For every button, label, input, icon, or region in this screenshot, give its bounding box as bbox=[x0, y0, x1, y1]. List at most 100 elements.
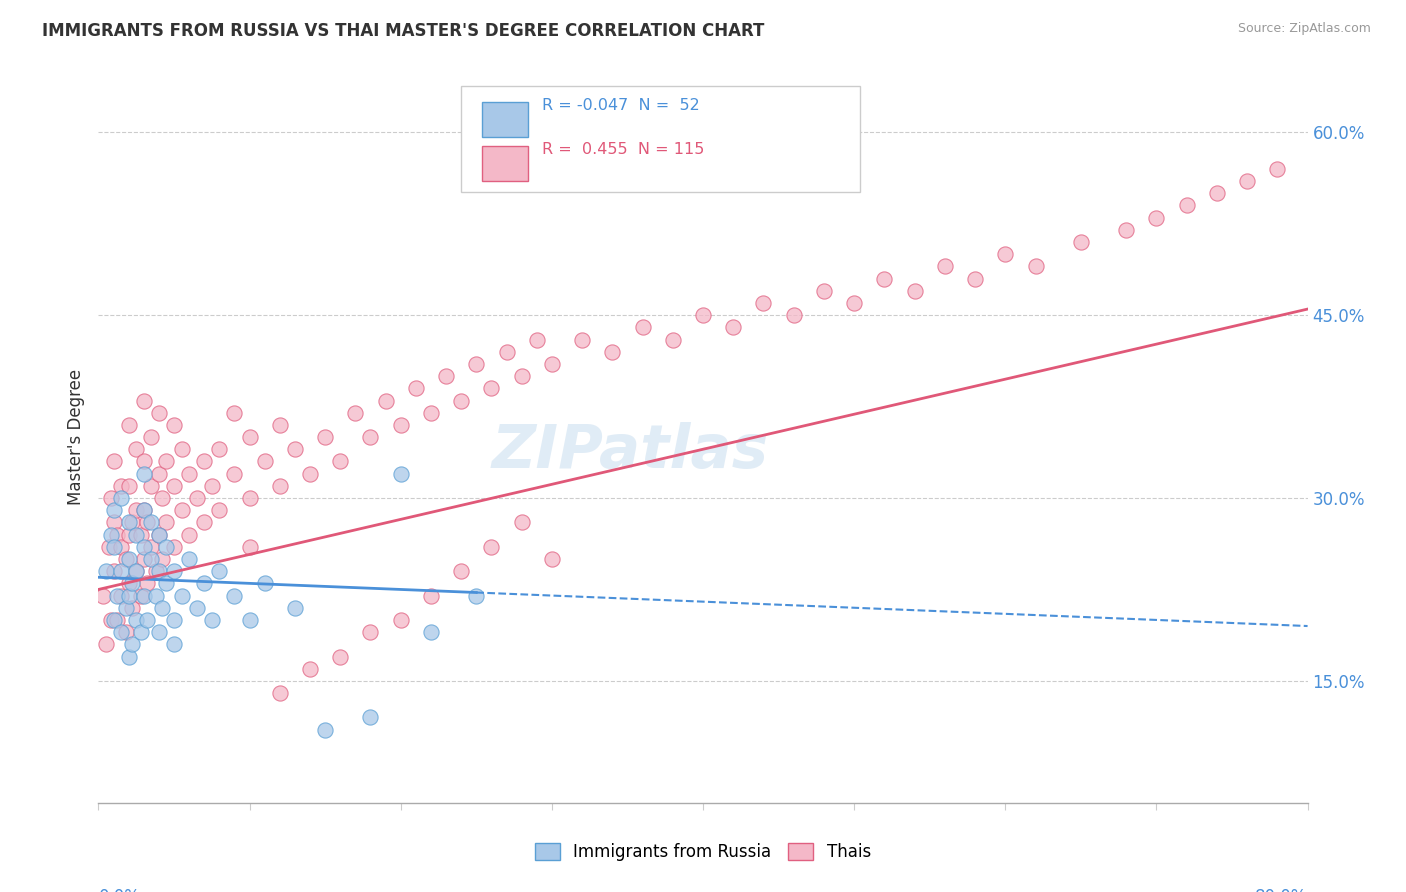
Point bbox=[114, 600, 136, 615]
Point bbox=[148, 527, 170, 541]
Point bbox=[163, 479, 186, 493]
Point bbox=[193, 576, 215, 591]
Point bbox=[110, 589, 132, 603]
Point bbox=[284, 442, 307, 457]
Point bbox=[201, 613, 224, 627]
Point bbox=[253, 454, 276, 468]
Point bbox=[193, 454, 215, 468]
Point bbox=[118, 417, 141, 432]
Text: Source: ZipAtlas.com: Source: ZipAtlas.com bbox=[1237, 22, 1371, 36]
Point bbox=[100, 613, 122, 627]
Point bbox=[141, 540, 163, 554]
Point bbox=[208, 503, 231, 517]
Point bbox=[420, 589, 443, 603]
Point bbox=[170, 589, 193, 603]
Point bbox=[125, 564, 148, 578]
Point bbox=[148, 467, 170, 481]
Point bbox=[125, 564, 148, 578]
FancyBboxPatch shape bbox=[482, 102, 527, 137]
Point bbox=[540, 552, 562, 566]
Point bbox=[465, 589, 488, 603]
Point bbox=[145, 564, 167, 578]
Point bbox=[118, 527, 141, 541]
Point bbox=[110, 564, 132, 578]
Point bbox=[141, 552, 163, 566]
Point bbox=[132, 552, 155, 566]
Point bbox=[103, 564, 125, 578]
Point bbox=[1267, 161, 1289, 176]
Point bbox=[239, 540, 262, 554]
Point bbox=[129, 589, 152, 603]
Point bbox=[98, 540, 121, 554]
Point bbox=[132, 503, 155, 517]
Point bbox=[450, 393, 472, 408]
Point bbox=[103, 613, 125, 627]
Point bbox=[125, 613, 148, 627]
Point bbox=[135, 576, 157, 591]
Text: IMMIGRANTS FROM RUSSIA VS THAI MASTER'S DEGREE CORRELATION CHART: IMMIGRANTS FROM RUSSIA VS THAI MASTER'S … bbox=[42, 22, 765, 40]
Point bbox=[103, 503, 125, 517]
Point bbox=[253, 576, 276, 591]
Point bbox=[118, 479, 141, 493]
Point bbox=[129, 527, 152, 541]
Point bbox=[1236, 174, 1258, 188]
Point bbox=[571, 333, 593, 347]
Point bbox=[1206, 186, 1229, 201]
Point bbox=[150, 552, 173, 566]
Point bbox=[118, 589, 141, 603]
Point bbox=[510, 369, 533, 384]
Point bbox=[450, 564, 472, 578]
Point bbox=[103, 540, 125, 554]
Point bbox=[661, 333, 683, 347]
Point bbox=[269, 686, 291, 700]
Point bbox=[1070, 235, 1092, 249]
Text: 80.0%: 80.0% bbox=[1256, 888, 1308, 892]
Point bbox=[1115, 223, 1137, 237]
Point bbox=[344, 406, 367, 420]
Point bbox=[994, 247, 1017, 261]
Point bbox=[91, 589, 114, 603]
Point bbox=[121, 600, 143, 615]
Point bbox=[186, 491, 208, 505]
Point bbox=[118, 552, 141, 566]
Text: 0.0%: 0.0% bbox=[98, 888, 141, 892]
Point bbox=[118, 649, 141, 664]
Point bbox=[965, 271, 987, 285]
Point bbox=[389, 467, 412, 481]
Point bbox=[121, 637, 143, 651]
Text: R =  0.455  N = 115: R = 0.455 N = 115 bbox=[543, 142, 704, 157]
Point bbox=[100, 491, 122, 505]
Point bbox=[201, 479, 224, 493]
Point bbox=[526, 333, 548, 347]
Point bbox=[132, 454, 155, 468]
Point bbox=[374, 393, 396, 408]
Point bbox=[239, 491, 262, 505]
Point bbox=[224, 589, 246, 603]
Point bbox=[170, 442, 193, 457]
FancyBboxPatch shape bbox=[482, 146, 527, 181]
Point bbox=[314, 723, 336, 737]
Point bbox=[783, 308, 806, 322]
Point bbox=[148, 564, 170, 578]
Point bbox=[540, 357, 562, 371]
Point bbox=[602, 344, 624, 359]
Point bbox=[360, 430, 382, 444]
Point bbox=[420, 625, 443, 640]
Point bbox=[299, 662, 322, 676]
Point bbox=[155, 540, 177, 554]
Point bbox=[145, 589, 167, 603]
Point bbox=[1024, 260, 1046, 274]
Point bbox=[163, 637, 186, 651]
Point bbox=[110, 540, 132, 554]
Point bbox=[631, 320, 654, 334]
Point bbox=[434, 369, 457, 384]
Point bbox=[405, 381, 427, 395]
Point bbox=[132, 467, 155, 481]
FancyBboxPatch shape bbox=[461, 86, 860, 192]
Point bbox=[752, 296, 775, 310]
Point bbox=[155, 576, 177, 591]
Point bbox=[510, 516, 533, 530]
Point bbox=[132, 589, 155, 603]
Point bbox=[360, 710, 382, 724]
Point bbox=[94, 637, 117, 651]
